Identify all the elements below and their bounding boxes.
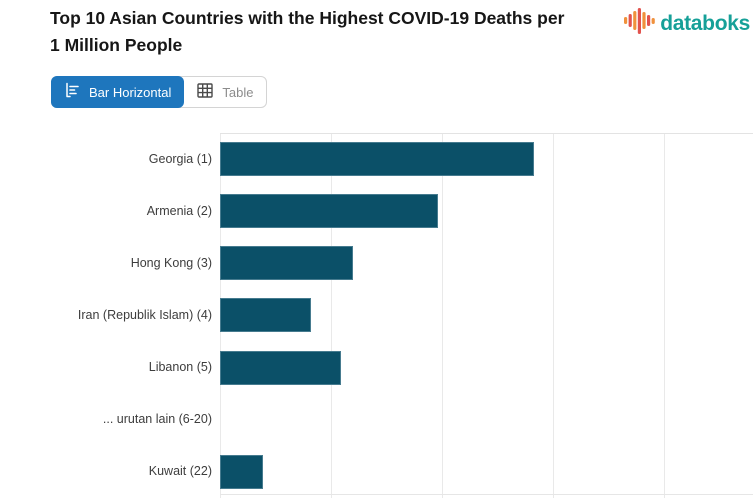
category-label-kuwait-22: Kuwait (22) xyxy=(148,464,212,479)
databoks-logo-text: databoks xyxy=(660,11,750,35)
category-label-iran-republik-islam-4: Iran (Republik Islam) (4) xyxy=(77,307,212,322)
bar-track-hong-kong-3 xyxy=(220,246,753,281)
bar-track-armenia-2 xyxy=(220,194,753,229)
page-title: Top 10 Asian Countries with the Highest … xyxy=(50,5,650,59)
page-title-line1: Top 10 Asian Countries with the Highest … xyxy=(50,8,565,28)
bar-horizontal-button[interactable]: Bar Horizontal xyxy=(51,76,185,108)
chart-row-georgia-1: Georgia (1) xyxy=(0,133,753,185)
category-label-hong-kong-3: Hong Kong (3) xyxy=(130,255,212,270)
category-label-libanon-5: Libanon (5) xyxy=(148,360,212,375)
bar-track-urutan-lain-6-20 xyxy=(220,403,753,437)
bar-armenia-2[interactable] xyxy=(220,194,438,229)
bar-horizontal-label: Bar Horizontal xyxy=(89,84,172,100)
bar-chart-icon xyxy=(64,82,81,102)
table-button[interactable]: Table xyxy=(183,77,266,107)
gridline xyxy=(553,134,555,498)
bar-iran-republik-islam-4[interactable] xyxy=(220,298,312,333)
chart-row-iran-republik-islam-4: Iran (Republik Islam) (4) xyxy=(0,289,753,341)
page-title-line2: 1 Million People xyxy=(50,35,183,55)
databoks-logo-icon xyxy=(623,6,657,41)
bar-track-libanon-5 xyxy=(220,350,753,385)
chart-row-kuwait-22: Kuwait (22) xyxy=(0,446,753,498)
table-icon xyxy=(196,82,214,102)
gridline xyxy=(664,134,666,498)
bar-track-georgia-1 xyxy=(220,142,753,177)
bar-chart: Georgia (1) Armenia (2) Hong Kong (3) Iran … xyxy=(0,133,753,498)
chart-row-libanon-5: Libanon (5) xyxy=(0,342,753,394)
chart-rows: Georgia (1) Armenia (2) Hong Kong (3) Iran … xyxy=(0,133,753,498)
gridline xyxy=(331,134,333,498)
category-label-urutan-lain-6-20: ... urutan lain (6-20) xyxy=(102,412,212,427)
bar-georgia-1[interactable] xyxy=(220,142,535,177)
category-label-georgia-1: Georgia (1) xyxy=(148,151,212,166)
category-label-armenia-2: Armenia (2) xyxy=(146,203,212,218)
chart-row-hong-kong-3: Hong Kong (3) xyxy=(0,237,753,289)
view-toggle-group: Bar Horizontal Table xyxy=(51,76,268,108)
bar-hong-kong-3[interactable] xyxy=(220,246,354,281)
gridline xyxy=(442,134,444,498)
bar-kuwait-22[interactable] xyxy=(220,454,264,489)
databoks-logo[interactable]: databoks xyxy=(623,6,750,41)
bar-track-kuwait-22 xyxy=(220,454,753,489)
chart-row-urutan-lain-6-20: ... urutan lain (6-20) xyxy=(0,394,753,446)
x-axis-baseline xyxy=(220,494,753,495)
bar-libanon-5[interactable] xyxy=(220,350,342,385)
chart-row-armenia-2: Armenia (2) xyxy=(0,185,753,237)
table-label: Table xyxy=(222,84,254,100)
bar-track-iran-republik-islam-4 xyxy=(220,298,753,333)
